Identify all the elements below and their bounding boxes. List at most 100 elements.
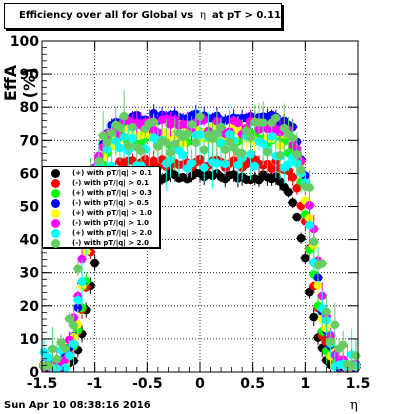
data-point — [309, 312, 319, 322]
data-point — [216, 138, 226, 148]
series-7 — [39, 90, 361, 372]
data-point — [73, 295, 83, 305]
data-point — [48, 344, 57, 354]
data-point — [305, 220, 314, 230]
legend-entry: (-) with pT/|q| > 0.5 — [46, 198, 158, 208]
data-point — [149, 108, 158, 118]
data-point — [212, 158, 222, 168]
data-point — [242, 126, 251, 136]
data-point — [128, 134, 137, 143]
data-point — [301, 253, 310, 263]
data-point — [309, 237, 319, 247]
legend-label-2: (+) with pT/|q| > 0.3 — [72, 189, 152, 197]
chart-title-eta-symbol: η — [200, 10, 206, 21]
data-point — [128, 123, 137, 132]
legend-marker-2 — [51, 189, 60, 198]
data-point — [212, 129, 222, 138]
legend-label-4: (+) with pT/|q| > 1.0 — [72, 209, 152, 217]
data-point — [52, 354, 62, 364]
x-tick-label: 0 — [195, 376, 205, 392]
data-point — [330, 320, 340, 330]
data-point — [178, 150, 188, 160]
data-point — [322, 307, 331, 317]
data-point — [73, 303, 83, 312]
data-point — [103, 138, 112, 147]
data-point — [313, 280, 323, 290]
data-point — [220, 159, 230, 169]
data-point — [267, 164, 276, 173]
y-axis-label: EffA (%) — [1, 64, 39, 102]
legend-entry: (-) with pT/|q| > 0.1 — [46, 178, 158, 188]
data-point — [267, 132, 276, 141]
legend-entry: (-) with pT/|q| > 2.0 — [46, 238, 158, 248]
data-point — [166, 148, 175, 157]
data-point — [170, 139, 180, 149]
x-tick-label: 0.5 — [240, 376, 265, 392]
data-point — [284, 187, 293, 197]
data-point — [258, 118, 268, 127]
data-point — [161, 138, 171, 147]
y-tick-label: 70 — [20, 133, 40, 149]
legend-marker-1 — [51, 179, 60, 188]
legend-entry: (+) with pT/|q| > 0.1 — [46, 168, 158, 178]
data-point — [94, 156, 104, 166]
timestamp: Sun Apr 10 08:38:16 2016 — [4, 400, 151, 411]
data-point — [220, 145, 230, 154]
data-point — [263, 147, 272, 157]
x-tick-label: -1 — [87, 376, 103, 392]
legend-marker-6 — [51, 229, 60, 238]
data-point — [195, 130, 205, 139]
data-point — [233, 160, 243, 170]
y-tick-label: 80 — [20, 100, 40, 116]
data-point — [284, 159, 293, 169]
data-point — [288, 133, 297, 143]
legend-label-3: (-) with pT/|q| > 0.5 — [72, 199, 149, 207]
data-point — [124, 141, 133, 151]
data-point — [65, 314, 74, 324]
y-tick-label: 90 — [20, 67, 40, 83]
data-point — [288, 173, 297, 182]
data-point — [44, 353, 53, 363]
data-point — [216, 122, 226, 132]
data-point — [338, 340, 348, 349]
data-point — [60, 344, 70, 353]
legend-entry: (+) with pT/|q| > 0.3 — [46, 188, 158, 198]
legend-marker-3 — [51, 199, 60, 208]
data-point — [60, 363, 70, 373]
data-point — [191, 138, 201, 147]
data-point — [292, 150, 302, 159]
data-point — [279, 123, 289, 133]
data-point — [305, 287, 314, 297]
y-tick-label: 10 — [20, 332, 40, 348]
y-tick-label: 30 — [20, 266, 40, 282]
data-point — [292, 212, 302, 222]
data-point — [305, 200, 314, 210]
data-point — [136, 146, 146, 156]
chart-title-suffix: at pT > 0.11 — [212, 10, 282, 21]
chart-title-prefix: Efficiency over all for Global vs — [19, 10, 194, 21]
legend-entry: (-) with pT/|q| > 1.0 — [46, 218, 158, 228]
data-point — [246, 149, 255, 159]
data-point — [44, 361, 53, 371]
x-tick-label: -0.5 — [132, 376, 163, 392]
data-point — [246, 133, 255, 142]
data-point — [271, 113, 281, 123]
data-point — [275, 150, 285, 160]
x-tick-label: 1.5 — [346, 376, 371, 392]
data-point — [98, 131, 108, 140]
y-tick-label: 0 — [29, 365, 39, 381]
data-point — [292, 183, 302, 193]
legend-marker-7 — [51, 239, 60, 248]
legend: (+) with pT/|q| > 0.1 (-) with pT/|q| > … — [42, 166, 160, 248]
legend-entry: (+) with pT/|q| > 1.0 — [46, 208, 158, 218]
data-point — [195, 112, 205, 121]
data-point — [317, 259, 327, 268]
legend-marker-4 — [51, 209, 60, 218]
data-point — [77, 277, 87, 286]
data-point — [73, 264, 83, 273]
data-point — [237, 148, 247, 158]
data-point — [69, 321, 78, 330]
data-point — [326, 337, 335, 346]
data-point — [199, 163, 209, 172]
